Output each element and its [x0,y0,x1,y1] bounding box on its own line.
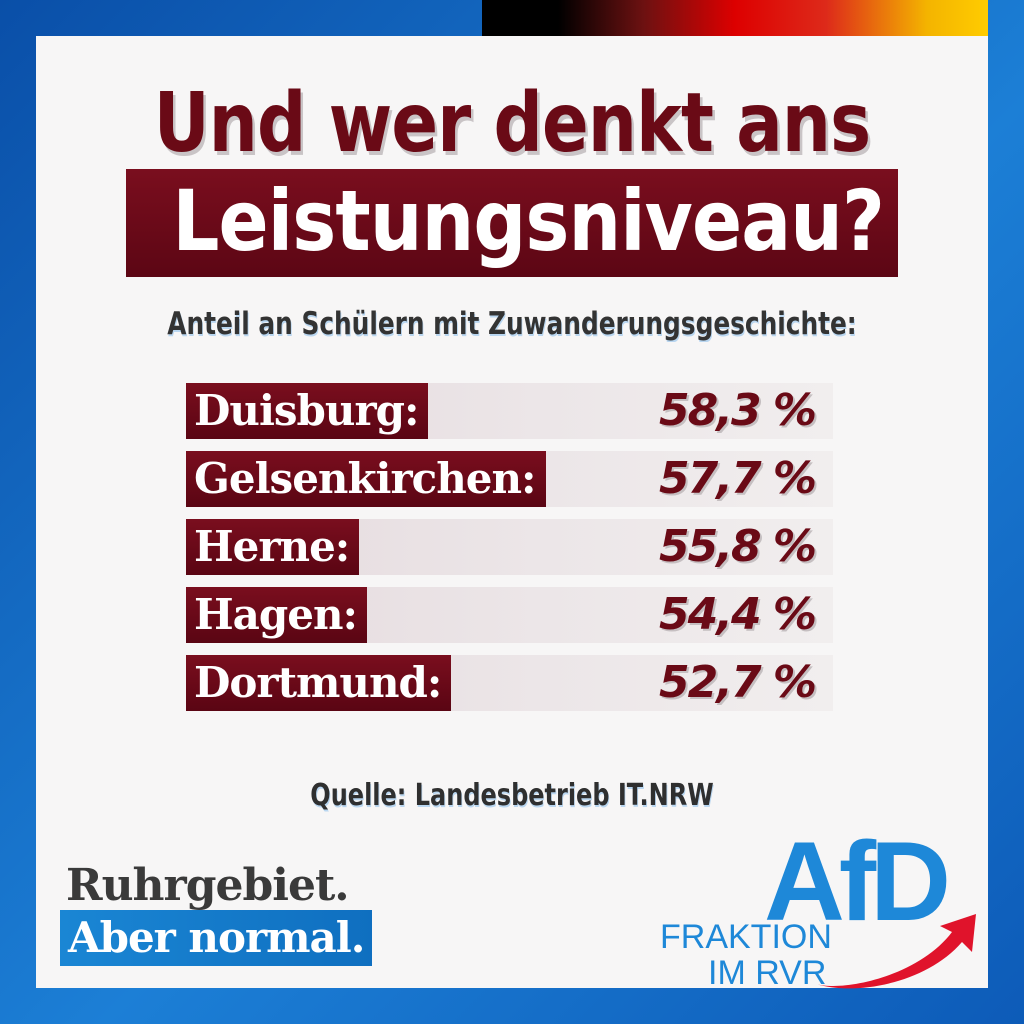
stat-row-gelsenkirchen: Gelsenkirchen: 57,7 % [186,451,833,507]
percentage-value: 58,3 % [659,385,817,436]
headline-line-2: Leistungsniveau? [172,172,885,270]
city-label: Duisburg: [186,383,429,439]
stat-row-duisburg: Duisburg: 58,3 % [186,383,833,439]
slogan-line-1: Ruhrgebiet. [66,860,350,911]
logo-wordmark: AfD [764,819,951,944]
red-swoosh-arrow-icon [816,914,976,989]
city-label: Herne: [186,519,360,575]
stat-row-herne: Herne: 55,8 % [186,519,833,575]
source-credit: Quelle: Landesbetrieb IT.NRW [310,778,714,813]
percentage-value: 55,8 % [659,521,817,572]
german-flag-stripe [482,0,988,36]
percentage-value: 57,7 % [659,453,817,504]
content-card: Und wer denkt ans Leistungsniveau? Antei… [36,36,988,992]
city-label: Gelsenkirchen: [186,451,546,507]
city-label: Hagen: [186,587,368,643]
logo-text-fraktion: FRAKTION [660,918,832,956]
percentage-value: 52,7 % [659,657,817,708]
stat-row-hagen: Hagen: 54,4 % [186,587,833,643]
headline-line-2-box: Leistungsniveau? [126,169,898,277]
slogan-line-2: Aber normal. [60,910,373,966]
logo-text-im-rvr: IM RVR [708,954,827,992]
headline-line-1: Und wer denkt ans [153,76,871,171]
stat-row-dortmund: Dortmund: 52,7 % [186,655,833,711]
city-label: Dortmund: [186,655,452,711]
afd-logo: AfD FRAKTION IM RVR [654,819,984,992]
percentage-value: 54,4 % [659,589,817,640]
subtitle: Anteil an Schülern mit Zuwanderungsgesch… [167,306,857,342]
